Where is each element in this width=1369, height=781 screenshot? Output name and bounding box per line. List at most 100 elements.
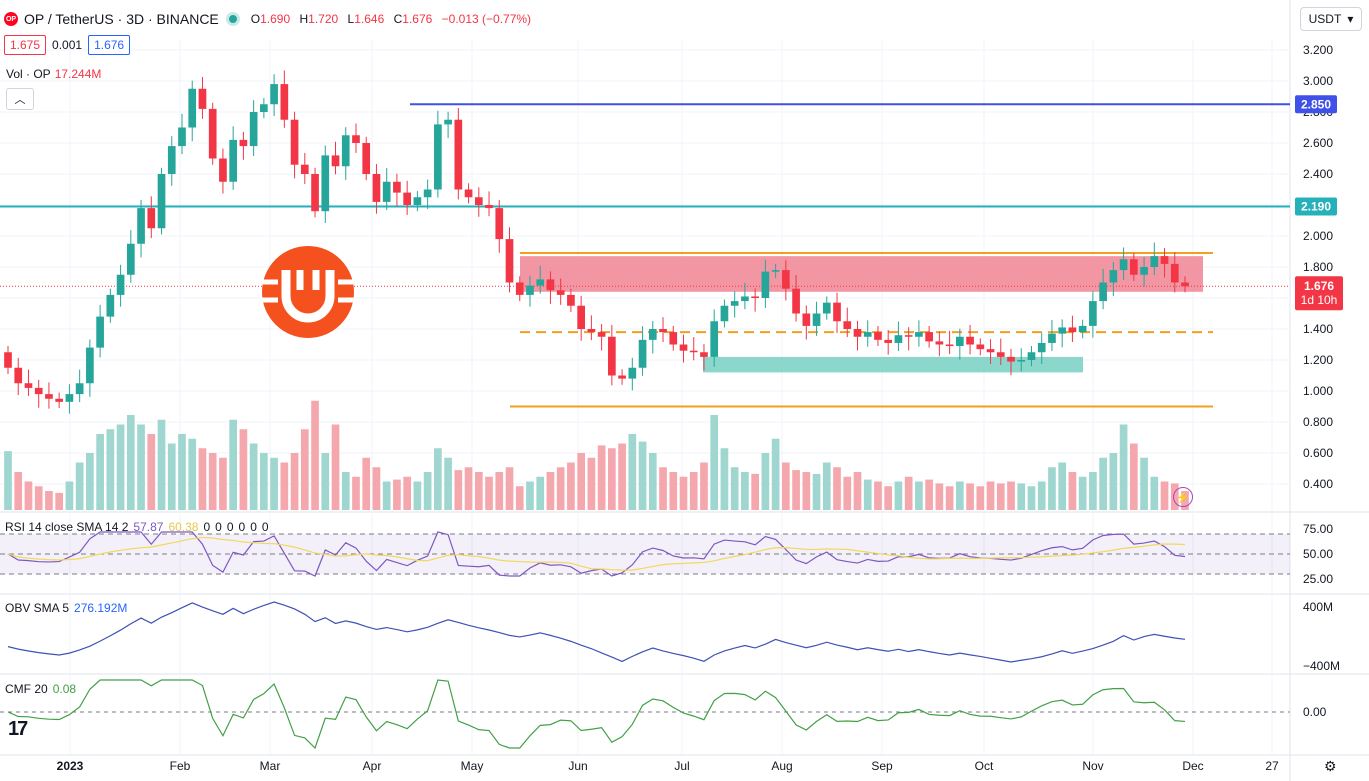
candle-body: [1058, 327, 1067, 334]
candle-body: [4, 352, 12, 368]
buy-button[interactable]: 1.676: [88, 35, 131, 55]
open-value: 1.690: [260, 12, 291, 26]
candle-body: [157, 174, 166, 229]
volume-bar: [270, 457, 278, 510]
volume-bar: [608, 448, 616, 510]
candle-body: [75, 383, 84, 395]
candle-body: [966, 336, 974, 345]
volume-bar: [393, 479, 401, 510]
volume-bar: [1037, 481, 1046, 510]
price-tick-label: 0.400: [1303, 477, 1333, 491]
collapse-legend-button[interactable]: ︿: [6, 88, 34, 110]
cmf-tick-label: 0.00: [1303, 705, 1327, 719]
volume-bar: [188, 438, 197, 510]
rsi-tick-label: 50.00: [1303, 547, 1333, 561]
volume-bar: [822, 462, 831, 510]
volume-bar: [1089, 472, 1097, 510]
volume-bar: [1027, 486, 1036, 510]
volume-bar: [239, 429, 248, 510]
candle-body: [812, 313, 821, 326]
candle-body: [1150, 256, 1159, 267]
candle-body: [843, 321, 852, 329]
candle-body: [178, 127, 186, 147]
price-tick-label: 3.000: [1303, 74, 1333, 88]
candle-body: [1160, 256, 1169, 264]
price-tick-label: 1.000: [1303, 384, 1333, 398]
candle-body: [1099, 282, 1107, 302]
candle-body: [485, 205, 493, 209]
candle-body: [55, 398, 64, 402]
volume-bar: [812, 473, 821, 510]
candle-body: [434, 124, 442, 190]
watermark-circle: [262, 246, 354, 338]
gear-icon[interactable]: ⚙: [1324, 758, 1337, 774]
candle-body: [915, 332, 923, 337]
sell-button[interactable]: 1.675: [4, 35, 47, 55]
cmf-legend[interactable]: CMF 20 0.08: [5, 682, 77, 696]
candle-body: [393, 181, 401, 193]
candle-body: [679, 344, 688, 351]
volume-bar: [741, 472, 749, 510]
price-tick-label: 2.600: [1303, 136, 1333, 150]
time-tick-label: Feb: [170, 759, 191, 773]
candle-body: [14, 367, 23, 384]
volume-bar: [178, 434, 186, 510]
volume-bar: [966, 483, 974, 510]
candle-body: [1170, 263, 1179, 283]
candle-body: [86, 347, 94, 384]
candle-body: [239, 139, 248, 147]
tradingview-logo-icon[interactable]: 17: [8, 718, 28, 740]
obv-line: [7, 601, 1186, 663]
candle-body: [689, 350, 698, 353]
candle-body: [608, 336, 616, 376]
volume-bar: [434, 448, 442, 510]
candle-body: [669, 332, 678, 345]
candle-body: [556, 290, 565, 295]
candle-body: [648, 329, 657, 340]
candle-body: [853, 329, 862, 337]
time-tick-label: 27: [1265, 759, 1279, 773]
level-price-tag-2850-bg: [1295, 95, 1337, 114]
candle-body: [996, 352, 1005, 357]
candle-body: [116, 274, 125, 295]
candle-body: [106, 294, 115, 317]
obv-legend[interactable]: OBV SMA 5 276.192M: [5, 601, 128, 615]
volume-bar: [1140, 457, 1148, 510]
time-tick-label: Jun: [568, 759, 587, 773]
obv-tick-label: 400M: [1303, 600, 1333, 614]
volume-legend[interactable]: Vol · OP 17.244M: [6, 67, 102, 81]
volume-bar: [403, 476, 411, 510]
volume-bar: [208, 453, 217, 510]
candle-body: [884, 339, 893, 343]
op-logo-icon: OP: [4, 12, 18, 26]
candle-body: [341, 135, 350, 167]
candle-body: [495, 208, 504, 240]
volume-bar: [925, 479, 933, 510]
candle-body: [536, 279, 545, 286]
watermark-mark: [281, 270, 335, 323]
ohlc-values: O1.690 H1.720 L1.646 C1.676 −0.013 (−0.7…: [250, 12, 532, 26]
candle-body: [792, 288, 800, 314]
volume-bar: [1068, 472, 1077, 510]
volume-bar: [751, 473, 759, 510]
currency-select[interactable]: USDT ▾: [1300, 7, 1362, 31]
candle-body: [1129, 259, 1138, 275]
volume-bar: [167, 443, 176, 510]
rsi-legend[interactable]: RSI 14 close SMA 14 2 57.87 60.38 0 0 0 0 0 0: [5, 520, 269, 534]
flash-icon[interactable]: ⚡: [1173, 487, 1193, 507]
symbol-title[interactable]: OP / TetherUS · 3D · BINANCE: [24, 11, 219, 27]
volume-bar: [4, 451, 12, 510]
volume-bar: [730, 467, 739, 510]
volume-bar: [996, 483, 1005, 510]
volume-bar: [260, 453, 268, 510]
candle-body: [290, 119, 299, 165]
candle-body: [45, 394, 53, 399]
volume-bar: [147, 434, 156, 510]
candle-body: [372, 174, 381, 202]
candle-body: [219, 158, 227, 182]
volume-bar: [935, 483, 944, 510]
volume-bar: [945, 486, 954, 510]
volume-bar: [689, 472, 698, 510]
candle-body: [331, 155, 340, 167]
